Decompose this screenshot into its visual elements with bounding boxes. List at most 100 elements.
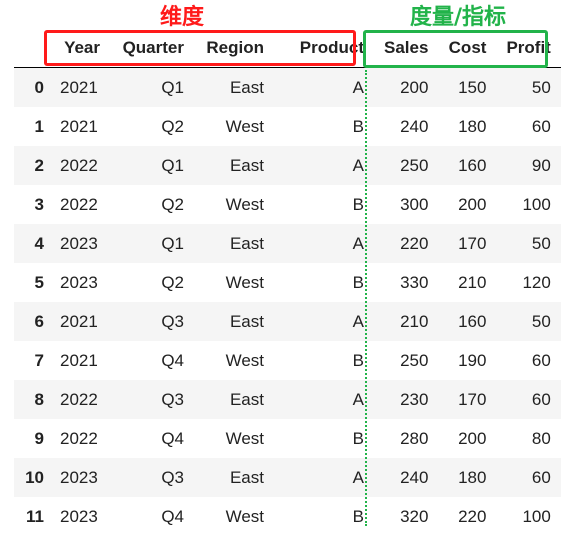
dimensions-measures-divider (365, 70, 367, 526)
cell-sales: 280 (374, 419, 438, 458)
cell-region: East (194, 458, 274, 497)
dimensions-highlight-box (44, 30, 356, 66)
cell-year: 2022 (52, 146, 110, 185)
cell-sales: 240 (374, 458, 438, 497)
cell-region: West (194, 497, 274, 536)
cell-profit: 120 (496, 263, 560, 302)
row-index: 3 (14, 185, 52, 224)
row-index: 5 (14, 263, 52, 302)
cell-cost: 180 (438, 458, 496, 497)
cell-year: 2021 (52, 302, 110, 341)
row-index: 8 (14, 380, 52, 419)
cell-cost: 220 (438, 497, 496, 536)
cell-cost: 180 (438, 107, 496, 146)
cell-cost: 200 (438, 185, 496, 224)
cell-sales: 240 (374, 107, 438, 146)
cell-quarter: Q1 (110, 68, 194, 108)
cell-region: East (194, 224, 274, 263)
cell-product: B (274, 263, 374, 302)
cell-region: West (194, 185, 274, 224)
row-index: 9 (14, 419, 52, 458)
cell-product: B (274, 341, 374, 380)
cell-region: East (194, 380, 274, 419)
cell-sales: 330 (374, 263, 438, 302)
row-index: 10 (14, 458, 52, 497)
cell-region: West (194, 263, 274, 302)
cell-sales: 320 (374, 497, 438, 536)
cell-profit: 60 (496, 458, 560, 497)
cell-profit: 60 (496, 341, 560, 380)
cell-year: 2023 (52, 263, 110, 302)
cell-product: A (274, 302, 374, 341)
cell-region: West (194, 419, 274, 458)
cell-quarter: Q2 (110, 107, 194, 146)
cell-year: 2022 (52, 185, 110, 224)
cell-year: 2023 (52, 458, 110, 497)
cell-quarter: Q3 (110, 302, 194, 341)
cell-cost: 200 (438, 419, 496, 458)
row-index: 0 (14, 68, 52, 108)
cell-profit: 100 (496, 185, 560, 224)
cell-cost: 210 (438, 263, 496, 302)
cell-product: A (274, 458, 374, 497)
cell-sales: 250 (374, 146, 438, 185)
cell-sales: 220 (374, 224, 438, 263)
cell-year: 2022 (52, 419, 110, 458)
cell-region: West (194, 107, 274, 146)
row-index: 4 (14, 224, 52, 263)
cell-year: 2021 (52, 107, 110, 146)
cell-year: 2021 (52, 341, 110, 380)
dataframe-table: Year Quarter Region Product Sales Cost P… (14, 28, 561, 536)
cell-profit: 50 (496, 68, 560, 108)
cell-product: A (274, 68, 374, 108)
cell-product: A (274, 146, 374, 185)
cell-sales: 210 (374, 302, 438, 341)
cell-quarter: Q1 (110, 146, 194, 185)
cell-product: B (274, 419, 374, 458)
cell-cost: 160 (438, 146, 496, 185)
row-index: 7 (14, 341, 52, 380)
cell-quarter: Q1 (110, 224, 194, 263)
cell-year: 2023 (52, 224, 110, 263)
cell-sales: 250 (374, 341, 438, 380)
cell-cost: 190 (438, 341, 496, 380)
cell-quarter: Q4 (110, 419, 194, 458)
cell-region: West (194, 341, 274, 380)
cell-profit: 100 (496, 497, 560, 536)
cell-quarter: Q3 (110, 380, 194, 419)
cell-quarter: Q4 (110, 341, 194, 380)
cell-cost: 160 (438, 302, 496, 341)
cell-sales: 200 (374, 68, 438, 108)
cell-region: East (194, 302, 274, 341)
measures-highlight-box (363, 30, 548, 68)
cell-quarter: Q2 (110, 185, 194, 224)
cell-year: 2023 (52, 497, 110, 536)
cell-profit: 80 (496, 419, 560, 458)
cell-product: B (274, 107, 374, 146)
cell-quarter: Q3 (110, 458, 194, 497)
row-index: 6 (14, 302, 52, 341)
cell-profit: 60 (496, 107, 560, 146)
row-index: 2 (14, 146, 52, 185)
cell-cost: 150 (438, 68, 496, 108)
cell-product: B (274, 497, 374, 536)
cell-cost: 170 (438, 224, 496, 263)
row-index: 11 (14, 497, 52, 536)
cell-sales: 300 (374, 185, 438, 224)
cell-profit: 90 (496, 146, 560, 185)
cell-product: A (274, 380, 374, 419)
cell-product: B (274, 185, 374, 224)
cell-profit: 50 (496, 224, 560, 263)
